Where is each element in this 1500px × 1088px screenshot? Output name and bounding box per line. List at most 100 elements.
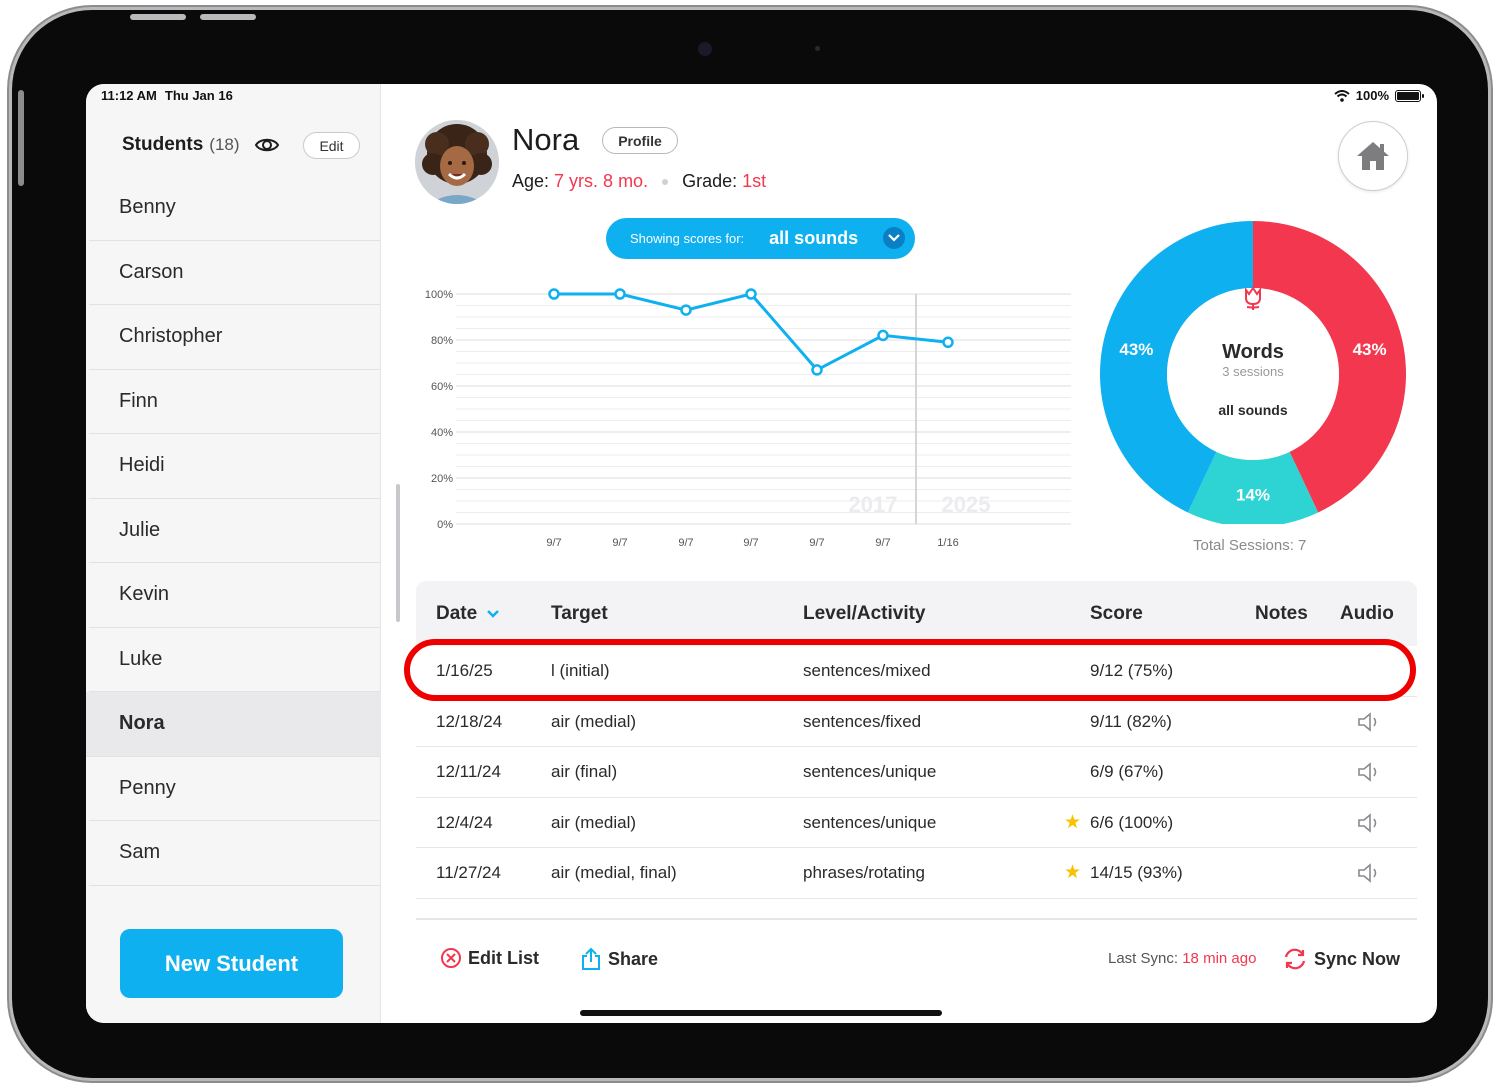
screen: 11:12 AM Thu Jan 16 Students (18) Edit Be… bbox=[86, 84, 1437, 1023]
table-row[interactable]: 12/11/24 air (final) sentences/unique 6/9 (… bbox=[416, 747, 1417, 798]
footer-divider bbox=[416, 918, 1417, 920]
sessions-table: Date Target Level/Activity Score Notes A… bbox=[416, 581, 1417, 899]
grade-label: Grade: bbox=[682, 171, 738, 191]
data-point[interactable] bbox=[877, 329, 889, 342]
home-indicator[interactable] bbox=[580, 1010, 942, 1016]
separator-dot bbox=[662, 178, 669, 185]
speaker-icon[interactable] bbox=[1356, 812, 1380, 834]
slice-label: 43% bbox=[1353, 340, 1387, 359]
col-date-header[interactable]: Date bbox=[436, 603, 500, 625]
sidebar-item-christopher[interactable]: Christopher bbox=[89, 305, 381, 370]
y-tick-label: 100% bbox=[425, 289, 453, 301]
col-audio-header: Audio bbox=[1340, 603, 1394, 624]
speaker-icon[interactable] bbox=[1356, 711, 1380, 733]
sidebar-item-benny[interactable]: Benny bbox=[89, 176, 381, 241]
data-point[interactable] bbox=[745, 288, 757, 300]
sync-now-button[interactable]: Sync Now bbox=[1282, 947, 1400, 971]
sidebar-header: Students (18) bbox=[122, 134, 280, 156]
sidebar-item-penny[interactable]: Penny bbox=[89, 757, 381, 821]
score-line-chart: 100% 80% 60% 40% 20% 0% 2017 2025 9/7 9/7 9/7 9/7 9/… bbox=[425, 288, 1071, 549]
cell-target: air (medial) bbox=[551, 711, 637, 731]
data-point[interactable] bbox=[680, 304, 692, 316]
data-point[interactable] bbox=[614, 288, 626, 300]
status-date: Thu Jan 16 bbox=[164, 88, 233, 103]
cell-score: 9/11 (82%) bbox=[1090, 711, 1172, 731]
cell-score: 6/6 (100%) bbox=[1090, 812, 1174, 832]
sound-filter-dropdown[interactable]: Showing scores for: all sounds bbox=[606, 218, 915, 259]
battery-percent: 100% bbox=[1355, 88, 1389, 103]
sync-icon bbox=[1284, 948, 1306, 970]
scrollbar[interactable] bbox=[396, 484, 400, 622]
student-count: (18) bbox=[209, 135, 240, 154]
cell-date: 12/4/24 bbox=[436, 812, 493, 832]
last-sync-value: 18 min ago bbox=[1182, 950, 1257, 967]
sidebar-item-nora[interactable]: Nora bbox=[86, 692, 381, 757]
front-camera bbox=[698, 42, 712, 56]
sidebar-item-julie[interactable]: Julie bbox=[89, 499, 381, 563]
speaker-icon[interactable] bbox=[1356, 862, 1380, 884]
volume-button bbox=[130, 14, 186, 20]
data-point[interactable] bbox=[942, 336, 954, 349]
sidebar-item-kevin[interactable]: Kevin bbox=[89, 563, 381, 628]
x-tick-label: 9/7 bbox=[612, 537, 627, 549]
slice-label: 43% bbox=[1119, 340, 1153, 359]
pie-slice[interactable] bbox=[1187, 451, 1319, 524]
cell-target: air (medial) bbox=[551, 812, 637, 832]
wifi-icon bbox=[1334, 89, 1350, 102]
last-sync: Last Sync: 18 min ago bbox=[1108, 950, 1256, 967]
star-icon: ★ bbox=[1064, 862, 1082, 883]
sidebar-item-sam[interactable]: Sam bbox=[89, 821, 381, 886]
age-value: 7 yrs. 8 mo. bbox=[554, 171, 649, 191]
cell-target: l (initial) bbox=[551, 661, 610, 680]
tulip-icon bbox=[1245, 286, 1261, 310]
cell-target: air (final) bbox=[551, 762, 618, 781]
y-tick-label: 20% bbox=[431, 473, 453, 485]
x-tick-label: 9/7 bbox=[809, 537, 824, 549]
sidebar-item-carson[interactable]: Carson bbox=[89, 241, 381, 305]
profile-button[interactable]: Profile bbox=[602, 127, 678, 154]
cell-target: air (medial, final) bbox=[551, 863, 677, 882]
sidebar-item-finn[interactable]: Finn bbox=[89, 370, 381, 434]
table-row[interactable]: 11/27/24 air (medial, final) phrases/rotat… bbox=[416, 848, 1417, 899]
battery-icon bbox=[1395, 89, 1424, 102]
volume-button bbox=[200, 14, 256, 20]
x-tick-label: 9/7 bbox=[743, 537, 758, 549]
table-body: 1/16/25 l (initial) sentences/mixed 9/12 (7… bbox=[416, 646, 1417, 899]
col-level-header: Level/Activity bbox=[803, 603, 926, 624]
donut-subtitle: 3 sessions bbox=[1222, 364, 1284, 379]
pie-slice[interactable] bbox=[1100, 221, 1253, 513]
eye-icon[interactable] bbox=[254, 135, 280, 155]
slice-label: 14% bbox=[1236, 486, 1270, 505]
chevron-down-icon bbox=[487, 610, 500, 618]
table-row[interactable]: 12/4/24 air (medial) sentences/unique 6/6 (… bbox=[416, 798, 1417, 848]
speaker-icon[interactable] bbox=[1356, 761, 1380, 783]
pie-slice[interactable] bbox=[1253, 221, 1406, 513]
table-row[interactable]: 12/18/24 air (medial) sentences/fixed 9/11 … bbox=[416, 697, 1417, 747]
y-tick-label: 0% bbox=[437, 519, 453, 531]
data-point[interactable] bbox=[548, 288, 560, 300]
donut-center bbox=[1167, 288, 1339, 460]
col-target-header: Target bbox=[551, 603, 608, 624]
status-time: 11:12 AM bbox=[101, 88, 157, 103]
sidebar-title: Students bbox=[122, 134, 204, 155]
cell-level: sentences/fixed bbox=[803, 711, 922, 731]
sidebar-item-heidi[interactable]: Heidi bbox=[89, 434, 381, 499]
edit-list-button[interactable]: Edit List bbox=[440, 947, 539, 969]
ipad-frame: 11:12 AM Thu Jan 16 Students (18) Edit Be… bbox=[12, 10, 1488, 1078]
share-button[interactable]: Share bbox=[580, 947, 658, 971]
table-row[interactable]: 1/16/25 l (initial) sentences/mixed 9/12 (7… bbox=[416, 646, 1417, 697]
students-sidebar: 11:12 AM Thu Jan 16 Students (18) Edit Be… bbox=[86, 84, 381, 1023]
col-notes-header: Notes bbox=[1255, 603, 1308, 624]
x-tick-label: 9/7 bbox=[546, 537, 561, 549]
data-point[interactable] bbox=[811, 364, 823, 376]
share-label: Share bbox=[608, 948, 659, 969]
cell-score: 6/9 (67%) bbox=[1090, 762, 1164, 781]
new-student-button[interactable]: New Student bbox=[120, 929, 343, 998]
home-button[interactable] bbox=[1338, 121, 1408, 191]
edit-list-label: Edit List bbox=[468, 947, 539, 968]
sidebar-item-luke[interactable]: Luke bbox=[89, 628, 381, 692]
table-header: Date Target Level/Activity Score Notes A… bbox=[416, 581, 1417, 646]
edit-students-button[interactable]: Edit bbox=[303, 132, 360, 159]
year-label: 2025 bbox=[942, 492, 991, 517]
donut-title: Words bbox=[1222, 341, 1284, 363]
